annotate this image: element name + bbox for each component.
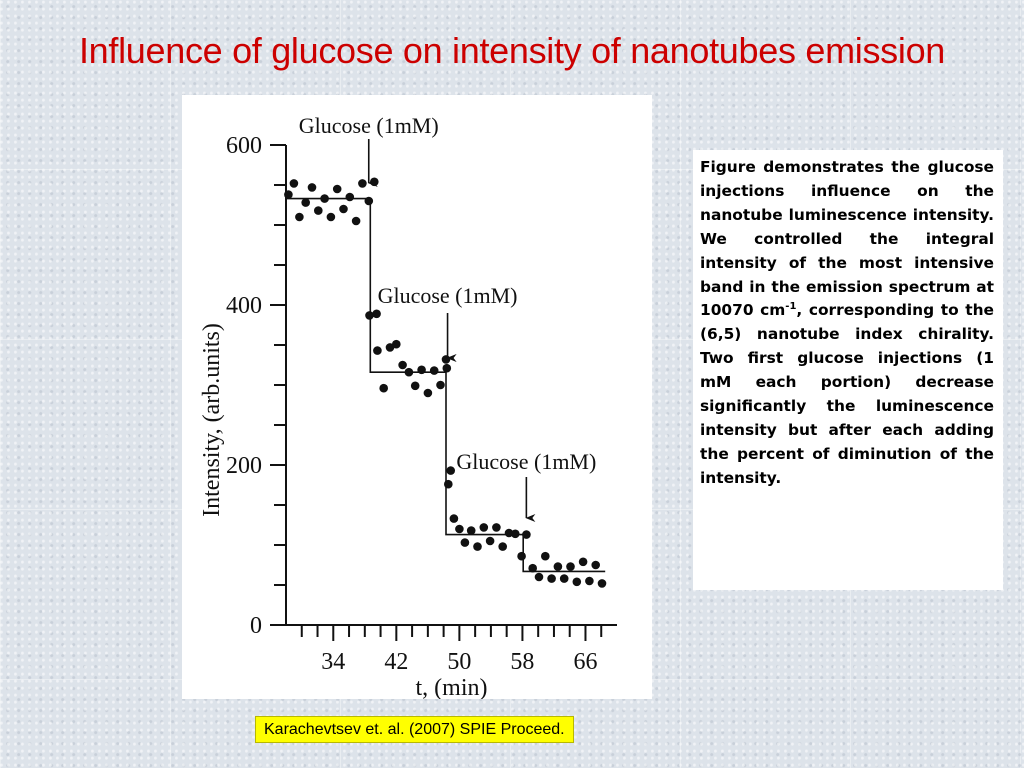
data-point <box>528 563 537 573</box>
x-tick-label: 66 <box>573 649 597 675</box>
data-point <box>485 536 495 546</box>
data-point <box>301 198 310 207</box>
data-point <box>423 388 433 398</box>
data-point <box>364 196 374 206</box>
data-point <box>444 479 453 489</box>
chart-panel: 0 200 400 600 34 42 50 58 66 t, (min) Intensity, (… <box>182 95 652 699</box>
data-point <box>504 528 514 538</box>
data-point <box>597 579 607 588</box>
y-tick-label: 600 <box>226 133 262 159</box>
data-point <box>398 360 407 370</box>
data-point <box>522 530 531 539</box>
data-point <box>534 572 544 582</box>
data-point <box>417 365 426 375</box>
data-point <box>460 538 470 547</box>
data-point <box>473 542 482 551</box>
data-point <box>479 523 489 532</box>
y-tick-label: 200 <box>226 453 262 479</box>
data-point <box>410 381 420 391</box>
data-point <box>541 551 550 561</box>
data-point <box>578 557 588 567</box>
data-point <box>392 339 401 349</box>
glucose-annotation-label: Glucose (1mM) <box>456 449 596 474</box>
data-point <box>517 551 526 561</box>
data-point <box>547 574 556 583</box>
data-point <box>332 184 342 194</box>
data-point <box>498 542 508 551</box>
data-point <box>404 367 414 377</box>
data-point <box>284 190 293 199</box>
data-point <box>429 366 439 375</box>
caption-superscript: -1 <box>785 301 797 313</box>
data-point <box>591 560 600 570</box>
x-tick-label: 58 <box>510 649 534 675</box>
data-point <box>511 529 520 539</box>
data-point <box>553 562 563 571</box>
data-point <box>379 383 388 393</box>
data-point <box>436 380 445 390</box>
data-point <box>345 192 355 202</box>
data-point <box>446 466 456 475</box>
data-point <box>566 562 575 571</box>
data-point <box>370 177 379 187</box>
data-point <box>295 212 304 222</box>
caption-text: Figure demonstrates the glucose injectio… <box>700 156 994 491</box>
y-tick-label: 0 <box>250 613 262 639</box>
data-point <box>307 183 317 192</box>
data-point <box>572 577 582 587</box>
caption-text-part2: , corresponding to the (6,5) nanotube in… <box>700 301 994 487</box>
x-tick-label: 42 <box>384 649 408 675</box>
data-point <box>466 526 476 535</box>
x-tick-label: 34 <box>321 649 345 675</box>
x-tick-label: 50 <box>447 649 471 675</box>
data-point <box>492 523 501 532</box>
data-point <box>372 309 381 319</box>
x-axis-label: t, (min) <box>416 675 488 699</box>
intensity-chart: 0 200 400 600 34 42 50 58 66 t, (min) Intensity, (… <box>199 113 617 699</box>
data-point <box>339 204 348 214</box>
data-point <box>314 206 323 215</box>
source-citation: Karachevtsev et. al. (2007) SPIE Proceed… <box>255 716 574 743</box>
data-point <box>373 346 382 355</box>
y-axis-label: Intensity, (arb.units) <box>199 323 225 517</box>
caption-box: Figure demonstrates the glucose injectio… <box>693 150 1003 590</box>
data-point <box>585 576 594 586</box>
fit-step-line <box>286 197 606 573</box>
data-point <box>351 216 361 226</box>
y-tick-label: 400 <box>226 293 262 319</box>
data-point <box>365 311 374 320</box>
glucose-annotation-label: Glucose (1mM) <box>299 113 439 138</box>
data-point <box>449 514 459 523</box>
data-point <box>289 179 299 188</box>
glucose-annotation-label: Glucose (1mM) <box>378 283 518 308</box>
data-point <box>442 363 452 373</box>
data-point <box>320 194 329 203</box>
slide-title: Influence of glucose on intensity of nan… <box>78 30 946 71</box>
data-point <box>358 179 367 188</box>
data-point <box>455 524 464 534</box>
caption-text-part1: Figure demonstrates the glucose injectio… <box>700 158 994 320</box>
data-point <box>441 355 451 364</box>
data-point <box>559 574 569 583</box>
data-point <box>326 212 336 222</box>
